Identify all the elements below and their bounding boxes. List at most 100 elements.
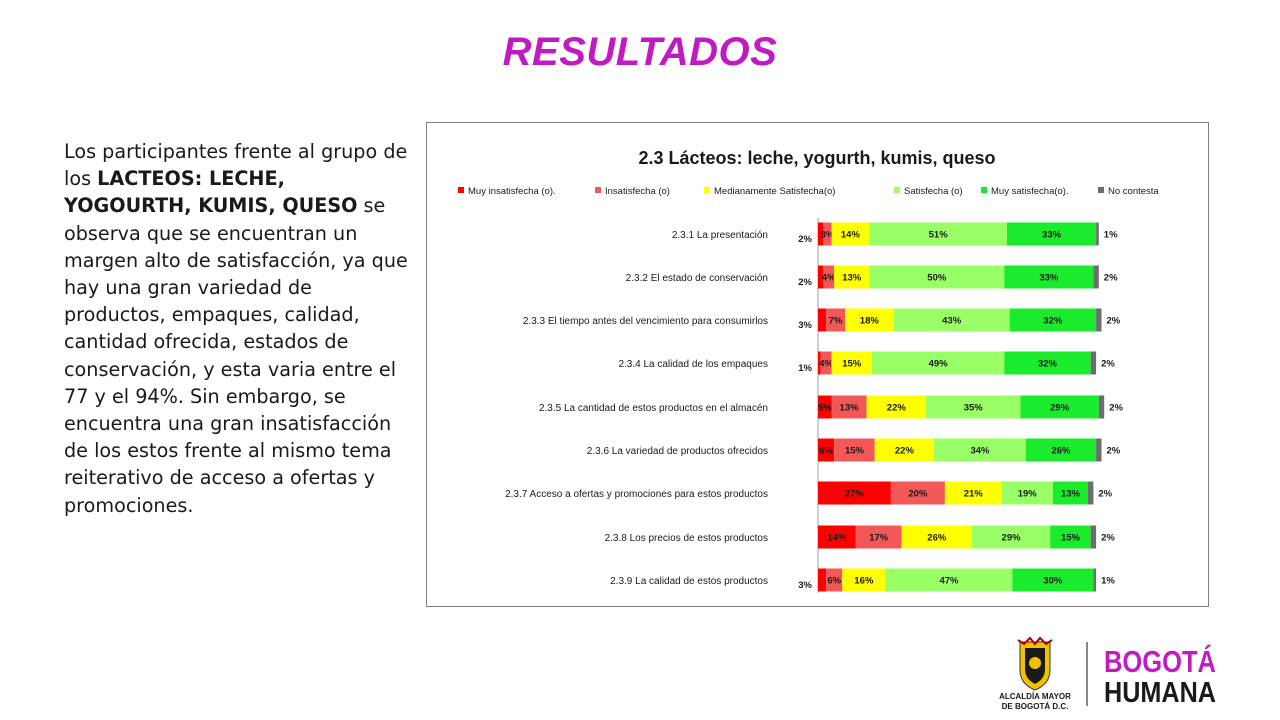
data-label-r7-s5: 13%	[1061, 489, 1081, 500]
bar-r9-s3	[842, 568, 886, 592]
bar-r4-s1	[818, 351, 821, 375]
chart-title: 2.3 Lácteos: leche, yogurth, kumis, ques…	[638, 148, 995, 168]
data-label-r1-s5: 33%	[1042, 230, 1062, 241]
data-label-r3-s2: 7%	[829, 316, 843, 327]
data-label-r7-s6: 2%	[1098, 489, 1112, 500]
data-label-r5-s6: 2%	[1109, 403, 1123, 414]
legend-swatch-4	[894, 187, 900, 193]
paragraph-bold-products: LACTEOS: LECHE, YOGOURTH, KUMIS, QUESO	[64, 167, 358, 218]
paragraph-rest: se observa que se encuentran un margen a…	[64, 194, 408, 517]
footer-logos: ALCALDÍA MAYOR DE BOGOTÁ D.C. BOGOTÁ HUM…	[990, 636, 1220, 714]
bar-r2-s3	[834, 265, 870, 289]
slide-title: RESULTADOS	[502, 30, 778, 74]
category-label-5: 2.3.5 La cantidad de estos productos en …	[539, 403, 768, 414]
data-label-r9-s5: 30%	[1043, 576, 1063, 587]
bar-r8-s4	[971, 525, 1051, 549]
category-label-2: 2.3.2 El estado de conservación	[626, 273, 768, 284]
data-label-r4-s3: 15%	[842, 359, 862, 370]
data-label-r1-s3: 14%	[841, 230, 861, 241]
alcaldia-line2: DE BOGOTÁ D.C.	[1002, 702, 1069, 711]
bar-r7-s2	[890, 481, 945, 505]
data-label-r8-s5: 15%	[1061, 533, 1081, 544]
bar-r7-s3	[944, 481, 1002, 505]
data-label-r2-s6: 2%	[1104, 273, 1118, 284]
bar-r7-s1	[818, 481, 891, 505]
data-label-r5-s5: 29%	[1050, 403, 1070, 414]
data-label-r2-s1: 2%	[798, 277, 812, 288]
legend-swatch-3	[704, 187, 710, 193]
body-paragraph: Los participantes frente al grupo de los…	[64, 138, 416, 519]
data-label-r7-s2: 20%	[908, 489, 928, 500]
bar-r8-s2	[855, 525, 902, 549]
legend-label-1: Muy insatisfecha (o).	[468, 186, 556, 197]
data-label-r7-s4: 19%	[1018, 489, 1038, 500]
alcaldia-line1: ALCALDÍA MAYOR	[999, 692, 1071, 701]
data-label-r9-s2: 6%	[827, 576, 841, 587]
data-label-r5-s4: 35%	[964, 403, 984, 414]
bar-r5-s2	[831, 395, 867, 419]
bar-r3-s6	[1096, 308, 1102, 332]
legend-swatch-6	[1098, 187, 1104, 193]
data-label-r3-s5: 32%	[1043, 316, 1063, 327]
bar-r6-s2	[834, 438, 875, 462]
bar-r3-s4	[893, 308, 1010, 332]
data-label-r3-s3: 18%	[860, 316, 880, 327]
legend-label-4: Satisfecha (o)	[904, 186, 963, 197]
bar-r5-s4	[926, 395, 1021, 419]
bar-r9-s5	[1012, 568, 1094, 592]
data-label-r6-s5: 26%	[1051, 446, 1071, 457]
data-label-r2-s4: 50%	[927, 273, 947, 284]
category-label-7: 2.3.7 Acceso a ofertas y promociones par…	[505, 489, 768, 500]
data-label-r5-s1: 5%	[818, 403, 832, 414]
bar-r6-s4	[934, 438, 1026, 462]
data-label-r1-s2: 3%	[821, 230, 835, 241]
bar-r1-s5	[1007, 222, 1097, 246]
bar-r6-s6	[1096, 438, 1102, 462]
bar-r6-s5	[1025, 438, 1097, 462]
data-label-r6-s6: 2%	[1107, 446, 1121, 457]
data-label-r8-s4: 29%	[1002, 533, 1022, 544]
stacked-bar-chart: 2.3 Lácteos: leche, yogurth, kumis, ques…	[458, 148, 1159, 593]
bar-r9-s4	[885, 568, 1013, 592]
legend-swatch-1	[458, 187, 464, 193]
bar-r4-s4	[872, 351, 1005, 375]
bar-r4-s5	[1004, 351, 1091, 375]
legend-label-3: Medianamente Satisfecha(o)	[714, 186, 835, 197]
bogota-word: BOGOTÁ	[1104, 644, 1216, 679]
data-label-r7-s3: 21%	[964, 489, 984, 500]
bar-r4-s3	[831, 351, 872, 375]
bar-r1-s4	[869, 222, 1007, 246]
data-label-r8-s2: 17%	[869, 533, 889, 544]
bar-r4-s2	[820, 351, 832, 375]
bar-r5-s6	[1098, 395, 1105, 419]
category-label-9: 2.3.9 La calidad de estos productos	[610, 576, 768, 587]
data-label-r4-s5: 32%	[1038, 359, 1058, 370]
data-label-r5-s2: 13%	[840, 403, 860, 414]
logo-divider	[1086, 642, 1088, 706]
category-label-1: 2.3.1 La presentación	[672, 230, 768, 241]
bar-r3-s3	[845, 308, 894, 332]
data-label-r3-s4: 43%	[942, 316, 962, 327]
data-label-r1-s4: 51%	[929, 230, 949, 241]
bar-r2-s5	[1004, 265, 1094, 289]
bar-r9-s6	[1093, 568, 1097, 592]
data-label-r3-s1: 3%	[798, 320, 812, 331]
bar-r1-s6	[1096, 222, 1099, 246]
bar-r2-s4	[869, 265, 1005, 289]
bar-r3-s1	[818, 308, 827, 332]
bar-r6-s3	[874, 438, 935, 462]
data-label-r6-s1: 6%	[819, 446, 833, 457]
bar-r8-s3	[901, 525, 972, 549]
bar-r2-s2	[823, 265, 835, 289]
bar-r5-s3	[866, 395, 926, 419]
bar-r5-s1	[818, 395, 832, 419]
data-label-r8-s6: 2%	[1101, 533, 1115, 544]
legend-label-5: Muy satisfecha(o).	[991, 186, 1069, 197]
legend-swatch-5	[981, 187, 987, 193]
data-label-r9-s3: 16%	[854, 576, 874, 587]
data-label-r8-s1: 14%	[827, 533, 847, 544]
bogota-humana-logo: BOGOTÁ HUMANA	[1104, 644, 1216, 709]
paragraph-intro: Los participantes frente al grupo de los	[64, 140, 408, 191]
data-label-r9-s4: 47%	[939, 576, 959, 587]
bar-r8-s6	[1090, 525, 1097, 549]
